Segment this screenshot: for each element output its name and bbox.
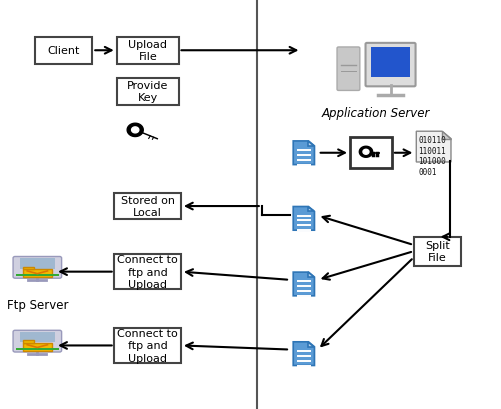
FancyBboxPatch shape xyxy=(114,254,181,290)
Polygon shape xyxy=(293,342,314,366)
FancyBboxPatch shape xyxy=(114,193,181,220)
FancyBboxPatch shape xyxy=(365,44,415,87)
Text: Application Server: Application Server xyxy=(321,106,429,119)
Polygon shape xyxy=(308,207,314,212)
Text: Connect to
ftp and
Upload: Connect to ftp and Upload xyxy=(117,328,178,363)
FancyBboxPatch shape xyxy=(23,343,52,351)
FancyBboxPatch shape xyxy=(349,138,391,169)
Polygon shape xyxy=(362,150,368,155)
Polygon shape xyxy=(308,142,314,146)
Polygon shape xyxy=(359,147,372,158)
Polygon shape xyxy=(308,342,314,347)
Text: Ftp Server: Ftp Server xyxy=(7,298,68,311)
Polygon shape xyxy=(293,142,314,165)
Text: 010110
110011
101000
0001: 010110 110011 101000 0001 xyxy=(417,136,445,176)
FancyBboxPatch shape xyxy=(413,237,460,266)
FancyBboxPatch shape xyxy=(117,79,178,105)
Polygon shape xyxy=(441,132,450,139)
FancyBboxPatch shape xyxy=(13,330,62,352)
FancyBboxPatch shape xyxy=(16,274,59,276)
FancyBboxPatch shape xyxy=(35,38,92,64)
Polygon shape xyxy=(415,132,450,162)
FancyBboxPatch shape xyxy=(16,348,59,350)
FancyBboxPatch shape xyxy=(23,269,52,277)
Polygon shape xyxy=(293,272,314,296)
Polygon shape xyxy=(293,207,314,231)
FancyBboxPatch shape xyxy=(20,333,55,343)
FancyBboxPatch shape xyxy=(336,48,359,91)
Polygon shape xyxy=(308,272,314,277)
FancyBboxPatch shape xyxy=(117,38,178,64)
FancyBboxPatch shape xyxy=(23,267,35,269)
Text: Provide
Key: Provide Key xyxy=(127,81,168,103)
FancyBboxPatch shape xyxy=(371,48,409,78)
Text: Connect to
ftp and
Upload: Connect to ftp and Upload xyxy=(117,255,178,289)
Text: Upload
File: Upload File xyxy=(128,40,167,62)
FancyBboxPatch shape xyxy=(20,259,55,269)
Text: Split
File: Split File xyxy=(424,240,449,263)
Polygon shape xyxy=(127,124,143,137)
FancyBboxPatch shape xyxy=(23,341,35,343)
Text: Stored on
Local: Stored on Local xyxy=(121,196,174,218)
FancyBboxPatch shape xyxy=(114,328,181,363)
Text: Client: Client xyxy=(47,46,80,56)
FancyBboxPatch shape xyxy=(13,257,62,279)
Polygon shape xyxy=(131,128,139,134)
